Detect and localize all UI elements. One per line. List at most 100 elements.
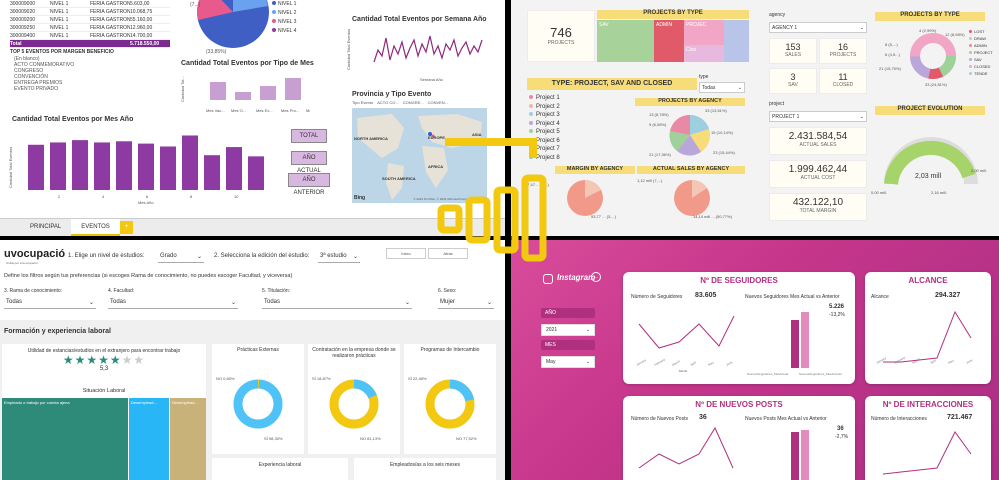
donut-title: Contratación en la empresa donde se real… <box>312 347 396 359</box>
map[interactable]: NORTH AMERICA EUROPE ASIA AFRICA SOUTH A… <box>352 108 487 203</box>
top5-item[interactable]: EVENTO PRIVADO <box>14 86 58 92</box>
type-select[interactable]: Todas ⌄ <box>699 82 745 93</box>
type-legend-dot <box>969 65 972 68</box>
home-button[interactable]: Inicio <box>386 248 426 259</box>
interacciones-line <box>882 431 972 475</box>
total-button[interactable]: TOTAL <box>291 129 327 143</box>
proj-by-type-title: PROJECTS BY TYPE <box>597 10 749 19</box>
project-label: Project 4 <box>536 120 560 127</box>
margin-card: 432.122,10 TOTAL MARGIN <box>769 193 867 221</box>
year-previous-button[interactable]: AÑO ANTERIOR <box>288 173 330 196</box>
month-filter[interactable]: May ⌄ <box>541 356 595 368</box>
bar-tick: 8 <box>190 194 193 199</box>
map-legend: Tipo Evento ACTO CO... CONGRE... CONVEN... <box>352 100 448 105</box>
donut-chart: SÍ 18,87% NO 81,13% <box>312 376 381 441</box>
table-cell: NIVEL 1 <box>50 1 69 7</box>
tab-spacer <box>0 219 20 236</box>
week-line-chart: Cantidad Total Eventos Semana Año <box>346 29 483 82</box>
top5-item[interactable]: ACTO CONMEMORATIVO <box>14 62 75 68</box>
projects-dashboard: 746 PROJECTS PROJECTS BY TYPE SAV ADMIN … <box>511 0 999 236</box>
legend-item: NIVEL 4 <box>272 27 296 36</box>
donut-label: NO 0,65% <box>216 376 235 381</box>
week-line <box>373 35 483 63</box>
project-label: Project 2 <box>536 103 560 110</box>
agency-select[interactable]: AGENCY 1 ⌄ <box>769 22 867 33</box>
top5-item[interactable]: (En blanco) <box>14 56 40 62</box>
treemap-admin: ADMIN <box>654 20 684 62</box>
bar <box>248 156 264 190</box>
mes-tick: Mes N... <box>306 108 310 113</box>
instagram-icon <box>543 274 553 284</box>
top5-item[interactable]: CONGRESO <box>14 68 44 74</box>
project-list-item[interactable]: Project 4 <box>529 120 560 129</box>
bar-tick: 2 <box>58 194 61 199</box>
total-margin-label: TOTAL MARGIN <box>799 208 837 214</box>
margin-pie: 27,47... (6,...) 53,77 ... (3,...) <box>525 180 617 219</box>
type-legend-label: SAV <box>974 57 982 62</box>
total-margin-value: 432.122,10 <box>792 197 844 208</box>
step1-label: 1. Elige un nivel de estudios: <box>68 253 145 259</box>
table-row: 300009000 NIVEL 1 FERIA GASTRONOMICA5.603,… <box>10 0 170 8</box>
table-row: 300009020 NIVEL 1 FERIA GASTRONOMICA10.068… <box>10 8 170 16</box>
filter-select[interactable]: Todas ⌄ <box>4 297 96 309</box>
project-label: Project 5 <box>536 129 560 135</box>
type-legend-dot <box>969 30 972 33</box>
project-list-item[interactable]: Project 2 <box>529 103 560 112</box>
top5-item[interactable]: ENTREGA PREMIOS <box>14 80 63 86</box>
treemap-project: PROJEC <box>684 20 724 45</box>
table-cell: 14.700,00 <box>130 33 153 39</box>
filter-select[interactable]: Todas ⌄ <box>262 297 412 309</box>
svg-text:14,14 mill ... (50,77%): 14,14 mill ... (50,77%) <box>693 214 733 219</box>
filter-select[interactable]: Mujer ⌄ <box>438 297 494 309</box>
alcance-sub: Alcance <box>871 294 889 300</box>
add-tab-button[interactable]: + <box>119 221 134 234</box>
project-list-item[interactable]: Project 3 <box>529 111 560 120</box>
project-select[interactable]: PROJECT 1 ⌄ <box>769 111 867 122</box>
kpi-value: 153 <box>785 42 801 52</box>
type-legend-item: CLOSED <box>969 63 993 70</box>
legend-label: NIVEL 4 <box>278 28 297 34</box>
tab-principal[interactable]: PRINCIPAL <box>30 224 62 230</box>
kpi-card: 11 CLOSED <box>819 68 867 94</box>
map-label-eu: EUROPE <box>428 135 445 140</box>
filter-select[interactable]: Todas ⌄ <box>108 297 238 309</box>
table-cell: NIVEL 1 <box>50 9 69 15</box>
table-cell: 300009250 <box>10 25 36 31</box>
project-list-item[interactable]: Project 1 <box>529 94 560 103</box>
posts-compare-sub: Nuevos Posts Mes Actual vs Anterior <box>745 416 827 422</box>
tab-eventos[interactable]: EVENTOS <box>71 219 120 236</box>
total-spacer <box>50 40 90 47</box>
type-legend: LOST DRAW ADMIN PROJECT SAV CLOSED TENDE <box>969 28 993 77</box>
year-current-button[interactable]: AÑO ACTUAL <box>291 151 327 174</box>
donut-label: NO 77,52% <box>456 436 477 441</box>
top5-item[interactable]: CONVENCIÓN <box>14 74 48 80</box>
month-tick: April <box>690 360 697 367</box>
project-list-item[interactable]: Project 5 <box>529 128 560 137</box>
bar-xlabel: Mes Año <box>138 200 154 205</box>
bar-tick: 10 <box>234 194 239 199</box>
edition-select[interactable]: 3ª estudio ⌄ <box>318 251 360 263</box>
sales-pie: 1,12 mill (7,...) 14,14 mill ... (50,77%… <box>637 178 733 219</box>
table-cell: 300009400 <box>10 33 36 39</box>
donut-label: SÍ 18,87% <box>312 376 331 381</box>
seguidores-title: Nº DE SEGUIDORES <box>700 276 778 285</box>
posts-compare-value: 36 <box>837 426 844 432</box>
level-select[interactable]: Grado ⌄ <box>158 251 204 263</box>
month-tick: May <box>948 358 955 365</box>
top5-title: TOP 5 EVENTOS POR MARGEN BENEFICIO <box>10 49 114 55</box>
donut-slice <box>329 379 379 429</box>
back-arrow-icon[interactable]: ← <box>591 272 601 282</box>
chevron-down-icon: ⌄ <box>230 300 236 306</box>
treemap-desempleado1: Desemplead... <box>129 398 169 480</box>
year-filter[interactable]: 2021 ⌄ <box>541 324 595 336</box>
project-dot <box>529 103 533 108</box>
table-cell: FERIA GASTRONOMICA <box>90 9 130 15</box>
type-legend-label: LOST <box>974 29 985 34</box>
svg-text:Cantidad Total Eventos: Cantidad Total Eventos <box>8 147 13 188</box>
week-chart-title: Cantidad Total Eventos por Semana Año <box>352 16 487 23</box>
back-button[interactable]: Atrás <box>428 248 468 259</box>
table-cell: 5.603,00 <box>130 1 150 7</box>
bar <box>72 140 88 190</box>
svg-text:0,00 mill.: 0,00 mill. <box>871 190 887 195</box>
total-label: Total <box>10 41 22 47</box>
